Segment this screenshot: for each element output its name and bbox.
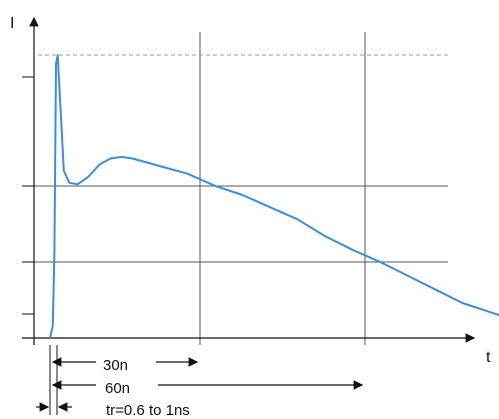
dimension-30n-label: 30n <box>103 357 128 374</box>
rise-time-label: tr=0.6 to 1ns <box>106 402 190 419</box>
x-axis-label: t <box>486 349 491 366</box>
y-axis-label: I <box>10 15 14 32</box>
dimension-60n-label: 60n <box>105 380 130 397</box>
current-waveform-line <box>49 54 499 339</box>
